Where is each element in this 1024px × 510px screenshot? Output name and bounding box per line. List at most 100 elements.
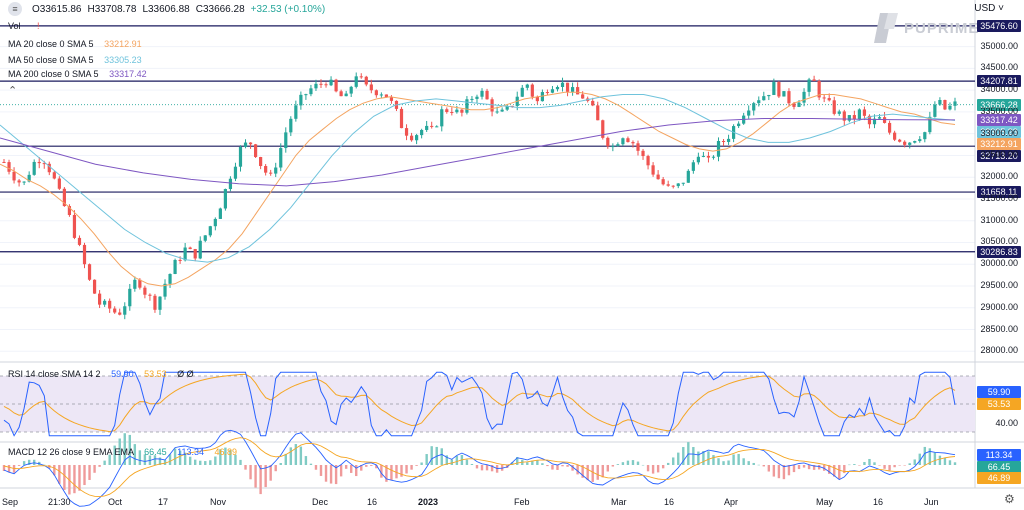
candle-body	[384, 94, 389, 98]
macd-bar	[581, 465, 584, 478]
time-tick: 2023	[418, 497, 439, 507]
candle-body	[178, 259, 182, 261]
price-label: 34207.81	[977, 75, 1021, 88]
macd-bar	[470, 463, 474, 465]
candle-body	[455, 109, 459, 113]
macd-bar	[269, 465, 272, 481]
candle-body	[807, 79, 811, 92]
legend-ma20[interactable]: MA 20 close 0 SMA 5 33212.91	[8, 39, 142, 49]
candle-body	[666, 184, 670, 186]
candle-body	[908, 142, 912, 145]
symbol-menu-icon[interactable]: ≡	[8, 2, 22, 16]
legend-macd[interactable]: MACD 12 26 close 9 EMA EMA 66.45 113.34 …	[8, 447, 237, 457]
price-tick: 34500.00	[980, 62, 1018, 73]
collapse-legend-icon[interactable]: ⌃	[8, 85, 18, 97]
macd-bar	[767, 465, 771, 472]
macd-bar	[863, 462, 866, 465]
candle-body	[832, 100, 836, 114]
chevron-down-icon: ˅	[998, 3, 1004, 14]
macd-bar	[440, 448, 443, 465]
candle-body	[782, 91, 786, 97]
macd-bar	[73, 465, 76, 494]
candle-body	[198, 240, 202, 259]
macd-bar	[782, 465, 786, 480]
candle-body	[691, 162, 695, 171]
candle-body	[792, 103, 796, 107]
macd-bar	[289, 447, 293, 465]
candle-body	[676, 183, 680, 187]
candle-body	[103, 300, 107, 305]
macd-bar	[219, 449, 222, 465]
macd-bar	[490, 465, 494, 472]
candle-body	[752, 103, 756, 111]
candle-body	[415, 135, 419, 141]
candle-body	[420, 129, 424, 136]
candle-body	[872, 118, 877, 125]
macd-bar	[7, 465, 11, 473]
macd-bar	[631, 460, 635, 465]
macd-bar	[380, 465, 383, 478]
price-tick: 31500.00	[980, 192, 1018, 203]
currency-selector[interactable]: USD ˅	[974, 3, 1004, 14]
candle-body	[837, 111, 841, 114]
candle-body	[138, 279, 142, 288]
candle-body	[777, 82, 781, 97]
macd-bar	[626, 460, 630, 465]
time-tick: 16	[367, 497, 378, 507]
macd-bar	[893, 465, 896, 468]
candle-body	[264, 166, 268, 173]
macd-bar	[214, 456, 217, 465]
candle-body	[445, 109, 449, 113]
price-tick: 34000.00	[980, 84, 1018, 95]
macd-bar	[178, 450, 182, 465]
macd-bar	[702, 451, 705, 465]
legend-rsi[interactable]: RSI 14 close SMA 14 2 59.90 53.53 Ø Ø	[8, 369, 194, 379]
indicator-label: 46.89	[977, 472, 1021, 484]
candle-body	[877, 117, 882, 119]
price-tick: 32000.00	[980, 171, 1018, 182]
macd-bar	[173, 448, 177, 465]
rsi-label: RSI 14 close SMA 14 2	[8, 369, 101, 379]
rsi-tick: 40.00	[995, 418, 1018, 428]
macd-label: MACD 12 26 close 9 EMA EMA	[8, 447, 134, 457]
ma200-line	[0, 118, 956, 187]
close-value: C33666.28	[195, 3, 245, 15]
settings-gear-icon[interactable]: ⚙	[1004, 492, 1015, 506]
macd-bar	[692, 447, 695, 465]
macd-bar	[304, 456, 308, 465]
candle-body	[143, 287, 147, 295]
candle-body	[329, 79, 333, 86]
macd-bar	[400, 465, 403, 477]
macd-bar	[888, 465, 891, 471]
horizontal-levels	[0, 25, 975, 253]
candle-body	[57, 178, 61, 189]
time-tick: 17	[158, 497, 169, 507]
macd-bar	[873, 462, 876, 465]
macd-bar	[339, 465, 343, 477]
time-tick: 16	[873, 497, 884, 507]
candle-body	[545, 92, 550, 94]
macd-bar	[717, 458, 720, 465]
legend-ma50[interactable]: MA 50 close 0 SMA 5 33305.23	[8, 55, 142, 65]
candle-body	[601, 120, 605, 138]
macd-bar	[923, 446, 927, 465]
candle-body	[711, 156, 716, 158]
macd-bar	[853, 464, 856, 465]
macd-bar	[234, 454, 237, 465]
macd-bar	[526, 462, 529, 465]
macd-bar	[360, 465, 363, 471]
macd-bar	[792, 465, 796, 473]
macd-bar	[405, 465, 408, 474]
brand-name: PUPRIME	[904, 19, 980, 37]
legend-ma200[interactable]: MA 200 close 0 SMA 5 33317.42	[8, 69, 147, 79]
macd-bar	[324, 465, 328, 482]
candle-body	[153, 295, 157, 310]
legend-vol[interactable]: Vol !	[8, 21, 40, 31]
candle-body	[726, 138, 731, 142]
price-label: 33305.23	[977, 125, 1021, 138]
macd-bar	[531, 460, 534, 465]
macd-bar	[591, 465, 594, 482]
price-label: 33317.42	[977, 113, 1021, 126]
macd-bar	[445, 455, 448, 465]
